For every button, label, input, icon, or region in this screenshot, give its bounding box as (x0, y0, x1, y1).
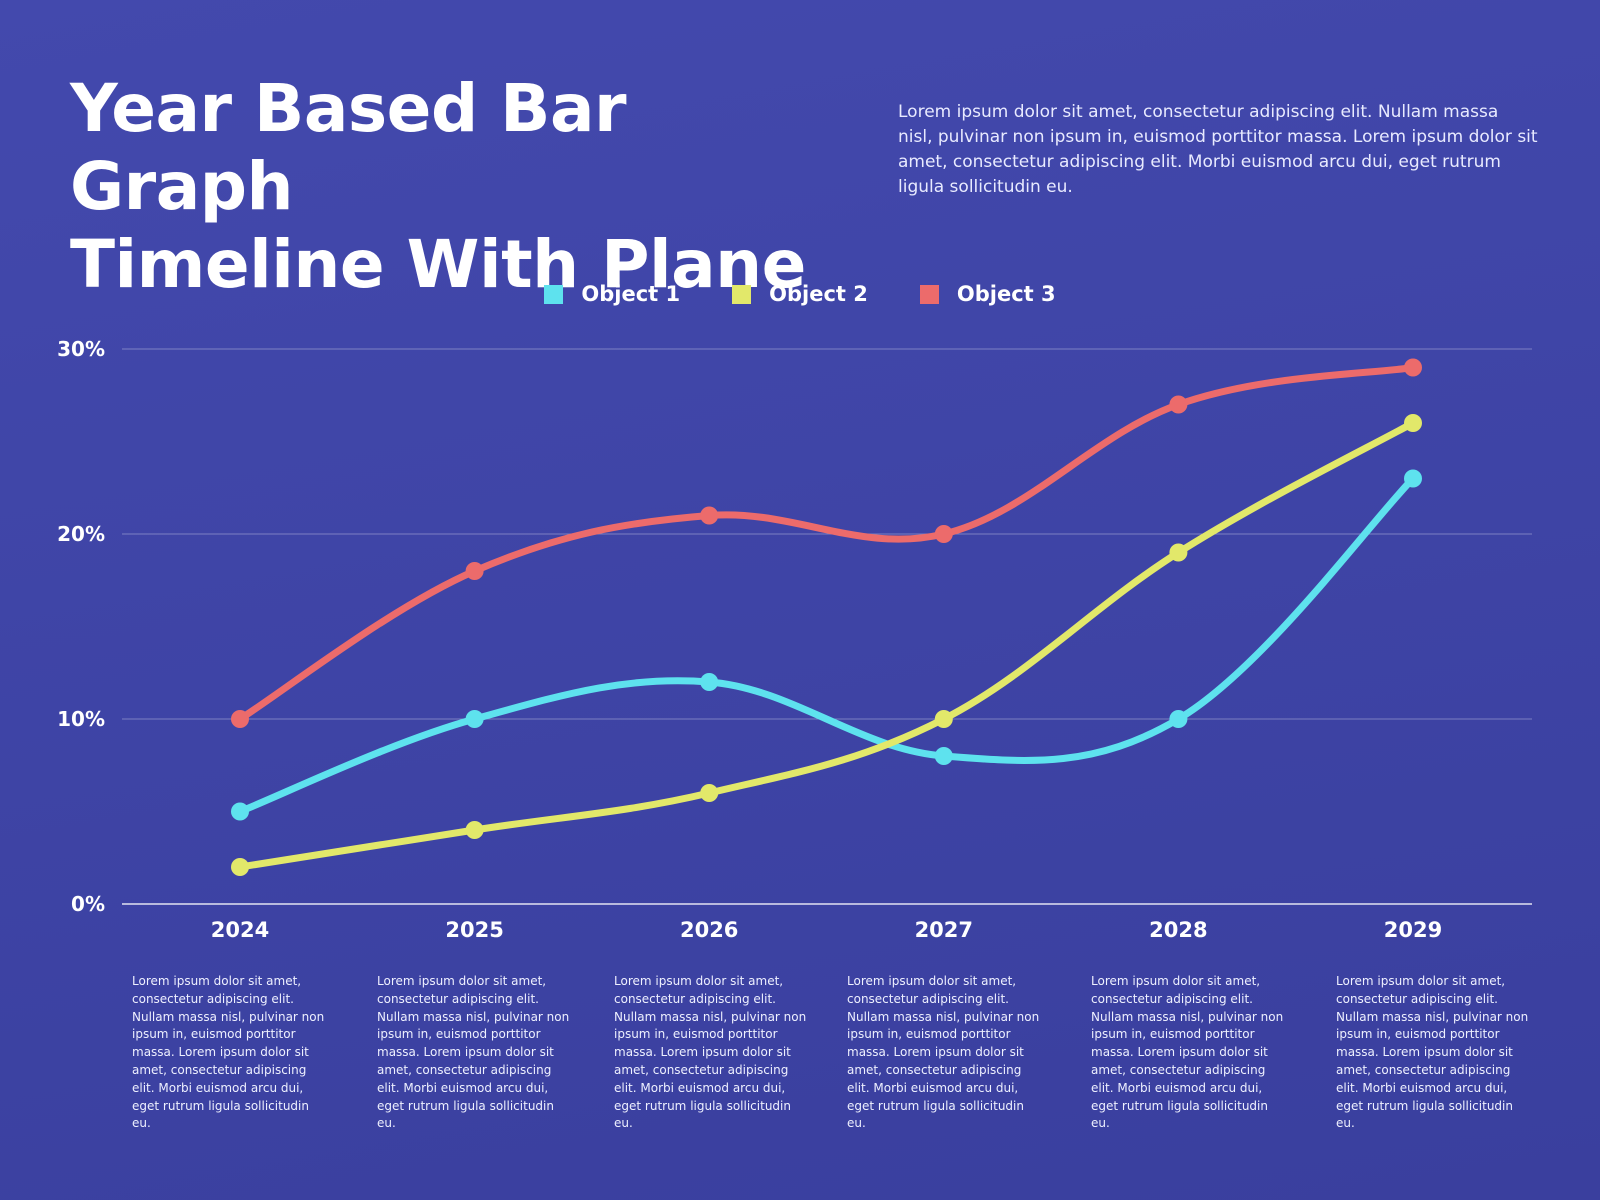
data-point-object-1-2027 (934, 747, 953, 765)
legend-swatch-object-3 (919, 284, 939, 304)
y-tick-label: 20% (57, 522, 105, 546)
data-point-object-2-2029 (1404, 414, 1422, 432)
data-point-object-2-2026 (700, 784, 719, 802)
data-point-object-1-2026 (700, 673, 719, 691)
year-description-2026: Lorem ipsum dolor sit amet, consectetur … (614, 974, 807, 1131)
year-description-2027: Lorem ipsum dolor sit amet, consectetur … (847, 974, 1040, 1131)
x-tick-label: 2027 (915, 918, 973, 942)
y-tick-label: 30% (57, 337, 105, 361)
data-point-object-3-2026 (700, 506, 719, 525)
x-tick-label: 2028 (1149, 918, 1207, 942)
x-tick-label: 2026 (680, 918, 738, 942)
year-description-2029: Lorem ipsum dolor sit amet, consectetur … (1336, 974, 1529, 1131)
data-point-object-3-2025 (465, 562, 484, 580)
data-point-object-3-2027 (934, 525, 953, 543)
chart-legend: Object 1 Object 2 Object 3 (0, 282, 1600, 306)
page-title: Year Based Bar Graph Timeline With Plane (70, 70, 870, 304)
x-tick-label: 2029 (1384, 918, 1442, 942)
data-point-object-1-2028 (1169, 710, 1188, 728)
data-point-object-3-2028 (1169, 395, 1188, 414)
legend-label-object-3: Object 3 (956, 282, 1056, 306)
data-point-object-3-2029 (1404, 358, 1422, 377)
data-point-object-2-2027 (934, 710, 953, 728)
legend-item-object-3: Object 3 (919, 282, 1056, 306)
series-line-object-2 (236, 419, 1417, 871)
year-description-2024: Lorem ipsum dolor sit amet, consectetur … (132, 974, 325, 1131)
y-tick-label: 0% (71, 892, 105, 916)
y-tick-label: 10% (57, 707, 105, 731)
series-line-object-1 (236, 475, 1417, 815)
legend-swatch-object-1 (544, 284, 564, 304)
x-tick-label: 2025 (445, 918, 503, 942)
legend-label-object-2: Object 2 (769, 282, 868, 306)
data-point-object-3-2024 (231, 710, 249, 728)
year-description-2025: Lorem ipsum dolor sit amet, consectetur … (377, 974, 570, 1131)
data-point-object-1-2024 (231, 802, 249, 821)
data-point-object-1-2029 (1404, 469, 1422, 488)
title-line-2: Timeline With Plane (70, 226, 806, 303)
data-point-object-2-2025 (465, 821, 484, 839)
x-tick-label: 2024 (211, 918, 269, 942)
legend-label-object-1: Object 1 (581, 282, 681, 306)
series-line-object-3 (236, 364, 1417, 723)
year-description-2028: Lorem ipsum dolor sit amet, consectetur … (1091, 974, 1284, 1131)
legend-item-object-2: Object 2 (732, 282, 868, 306)
title-line-1: Year Based Bar Graph (70, 70, 627, 225)
data-point-object-1-2025 (465, 710, 484, 728)
data-point-object-2-2024 (231, 858, 249, 876)
legend-item-object-1: Object 1 (544, 282, 680, 306)
legend-swatch-object-2 (732, 284, 752, 304)
intro-paragraph: Lorem ipsum dolor sit amet, consectetur … (898, 102, 1538, 197)
data-point-object-2-2028 (1169, 543, 1188, 562)
